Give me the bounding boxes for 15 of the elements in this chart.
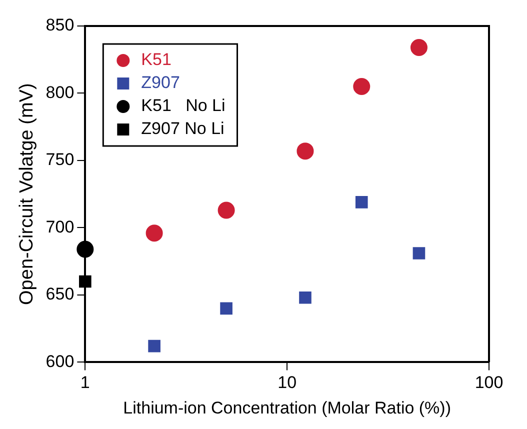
y-tick-label: 600 [46, 352, 74, 371]
x-tick-label: 100 [474, 373, 504, 392]
legend-label: K51 No Li [141, 96, 226, 116]
legend-label: Z907 [141, 73, 180, 92]
y-tick-label: 850 [46, 16, 74, 35]
y-tick-label: 650 [46, 284, 74, 304]
y-tick-label: 700 [46, 217, 74, 236]
legend-label: K51 [141, 50, 172, 70]
y-axis-title: Open-Circuit Volatge (mV) [16, 83, 38, 305]
x-tick-label: 10 [278, 373, 297, 392]
y-tick-label: 750 [46, 150, 74, 170]
y-tick-label: 800 [46, 82, 74, 102]
legend-label: Z907 No Li [141, 119, 224, 138]
x-tick-label: 1 [80, 373, 90, 392]
x-axis-title: Lithium-ion Concentration (Molar Ratio (%)) [123, 398, 452, 418]
